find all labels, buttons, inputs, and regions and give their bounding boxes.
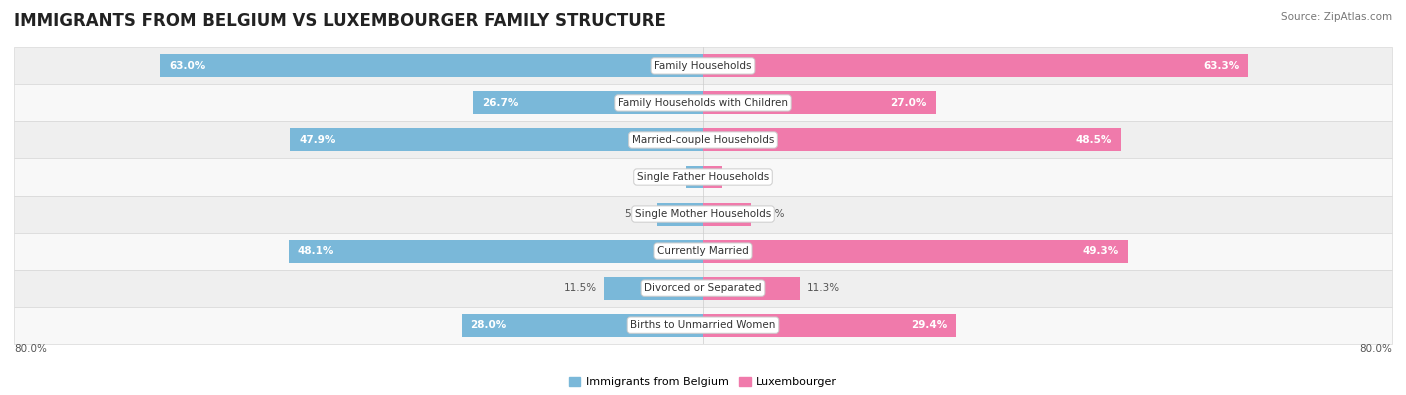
- Text: 48.1%: 48.1%: [298, 246, 333, 256]
- Text: 28.0%: 28.0%: [471, 320, 506, 330]
- Bar: [14, 158, 1392, 196]
- Bar: [686, 166, 703, 188]
- Text: 5.6%: 5.6%: [758, 209, 785, 219]
- Bar: [703, 166, 721, 188]
- Text: 5.3%: 5.3%: [624, 209, 651, 219]
- Bar: [703, 55, 1249, 77]
- Text: IMMIGRANTS FROM BELGIUM VS LUXEMBOURGER FAMILY STRUCTURE: IMMIGRANTS FROM BELGIUM VS LUXEMBOURGER …: [14, 12, 666, 30]
- Text: Family Households with Children: Family Households with Children: [619, 98, 787, 108]
- Text: 47.9%: 47.9%: [299, 135, 336, 145]
- Text: 2.2%: 2.2%: [728, 172, 755, 182]
- Bar: [160, 55, 703, 77]
- Bar: [472, 92, 703, 115]
- Text: 2.0%: 2.0%: [652, 172, 679, 182]
- Bar: [605, 276, 703, 299]
- Bar: [14, 233, 1392, 269]
- Text: Currently Married: Currently Married: [657, 246, 749, 256]
- Bar: [703, 314, 956, 337]
- Bar: [14, 196, 1392, 233]
- Bar: [14, 85, 1392, 121]
- Text: Source: ZipAtlas.com: Source: ZipAtlas.com: [1281, 12, 1392, 22]
- Text: 27.0%: 27.0%: [890, 98, 927, 108]
- Bar: [14, 47, 1392, 85]
- Bar: [658, 203, 703, 226]
- Bar: [288, 240, 703, 263]
- Text: 63.3%: 63.3%: [1204, 61, 1240, 71]
- Text: Single Father Households: Single Father Households: [637, 172, 769, 182]
- Text: 80.0%: 80.0%: [1360, 344, 1392, 354]
- Text: Divorced or Separated: Divorced or Separated: [644, 283, 762, 293]
- Text: 63.0%: 63.0%: [169, 61, 205, 71]
- Bar: [703, 240, 1128, 263]
- Text: 80.0%: 80.0%: [14, 344, 46, 354]
- Legend: Immigrants from Belgium, Luxembourger: Immigrants from Belgium, Luxembourger: [564, 372, 842, 391]
- Text: Single Mother Households: Single Mother Households: [636, 209, 770, 219]
- Text: 48.5%: 48.5%: [1076, 135, 1112, 145]
- Text: 49.3%: 49.3%: [1083, 246, 1119, 256]
- Bar: [461, 314, 703, 337]
- Bar: [703, 92, 935, 115]
- Bar: [14, 121, 1392, 158]
- Bar: [703, 128, 1121, 151]
- Text: 11.3%: 11.3%: [807, 283, 841, 293]
- Bar: [14, 269, 1392, 307]
- Text: Married-couple Households: Married-couple Households: [631, 135, 775, 145]
- Text: Family Households: Family Households: [654, 61, 752, 71]
- Text: 29.4%: 29.4%: [911, 320, 948, 330]
- Text: 11.5%: 11.5%: [564, 283, 598, 293]
- Bar: [14, 307, 1392, 344]
- Text: 26.7%: 26.7%: [482, 98, 517, 108]
- Bar: [291, 128, 703, 151]
- Bar: [703, 276, 800, 299]
- Text: Births to Unmarried Women: Births to Unmarried Women: [630, 320, 776, 330]
- Bar: [703, 203, 751, 226]
